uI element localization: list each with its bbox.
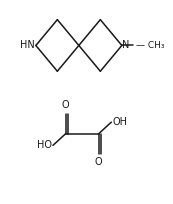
Text: HO: HO xyxy=(37,140,52,150)
Text: O: O xyxy=(95,157,102,167)
Text: — CH₃: — CH₃ xyxy=(136,41,164,50)
Text: OH: OH xyxy=(113,117,128,127)
Text: HN: HN xyxy=(20,40,35,50)
Text: O: O xyxy=(62,100,69,110)
Text: N: N xyxy=(122,40,130,50)
